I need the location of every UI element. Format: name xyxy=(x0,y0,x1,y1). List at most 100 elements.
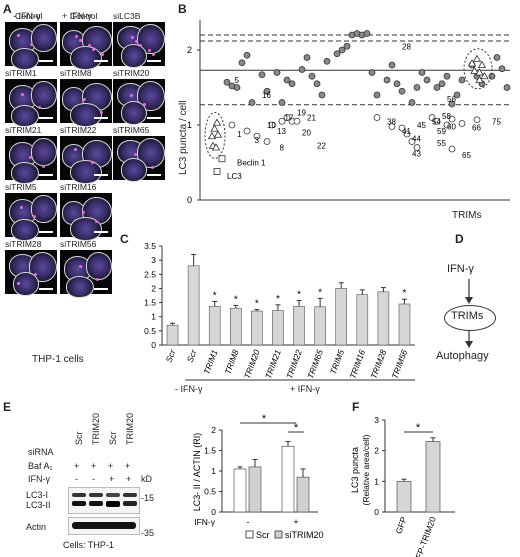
lc3-punctum xyxy=(33,215,36,218)
b-point-filled xyxy=(453,91,461,99)
b-point-label: 19 xyxy=(297,108,306,117)
cell-outline xyxy=(82,140,112,168)
b-point-filled xyxy=(233,84,241,91)
b-point-label: 43 xyxy=(412,150,421,159)
row-baf: Baf A₁ xyxy=(28,461,53,471)
b-point-filled xyxy=(393,80,401,88)
c-star: * xyxy=(276,294,280,305)
b-point-filled xyxy=(368,69,376,76)
b-point-filled xyxy=(313,80,321,88)
lc3-punctum xyxy=(92,48,95,51)
b-point-open xyxy=(283,114,291,121)
b-point-label: 20 xyxy=(302,129,311,138)
b-point-triangle xyxy=(212,118,222,126)
tile-caption: Control xyxy=(70,11,98,21)
lc3-punctum xyxy=(34,273,37,276)
b-point-triangle xyxy=(475,68,484,76)
b-point-filled xyxy=(363,30,371,37)
scale-bar xyxy=(94,231,108,233)
e-ifn-mark: + xyxy=(293,517,298,527)
tile-caption: siTRIM20 xyxy=(113,68,150,78)
panel-label-b: B xyxy=(178,2,187,16)
b-point-label: Beclin 1 xyxy=(237,159,266,168)
scale-bar xyxy=(94,288,108,290)
e-ifn-axis-label: IFN-γ xyxy=(194,517,216,527)
lc3-punctum xyxy=(101,53,104,56)
lc3-punctum xyxy=(130,94,133,97)
scale-bar xyxy=(94,174,108,176)
blot-ifn-value: - xyxy=(75,474,78,484)
b-point-label: 75 xyxy=(492,117,501,126)
micrograph-tile: siTRIM8 xyxy=(60,68,112,127)
b-point-label: 10 xyxy=(267,121,276,130)
e-y-tick-label: 1.5 xyxy=(204,446,216,456)
b-point-filled xyxy=(343,42,351,50)
e-star: * xyxy=(294,422,299,434)
scale-bar xyxy=(39,288,53,290)
panel-c-plus-label: + IFN-γ xyxy=(290,384,320,394)
b-point-label: 66 xyxy=(472,123,481,132)
lc3-punctum xyxy=(131,36,134,39)
b-point-filled xyxy=(498,65,506,73)
b-point-filled xyxy=(263,87,271,95)
cell-outline xyxy=(66,276,94,298)
e-y-tick-label: 0.5 xyxy=(204,487,216,497)
band-lc3-ii: LC3-II xyxy=(26,500,51,510)
marker-15: -15 xyxy=(141,493,155,503)
scale-bar xyxy=(39,174,53,176)
b-point-label: 21 xyxy=(307,114,316,123)
micrograph-tile: siTRIM16 xyxy=(60,182,112,241)
panel-a-footer: THP-1 cells xyxy=(32,354,84,365)
b-point-label: 65 xyxy=(462,151,471,160)
b-point-filled xyxy=(408,99,416,106)
b-point-filled xyxy=(443,72,451,80)
panel-c-minus-label: - IFN-γ xyxy=(175,384,203,394)
b-point-open xyxy=(428,114,436,121)
row-sirna: siRNA xyxy=(28,447,54,457)
b-cluster-oval xyxy=(204,112,226,159)
b-point-filled xyxy=(283,76,291,84)
e-legend-swatch xyxy=(245,530,254,539)
lc3-punctum xyxy=(139,44,142,47)
tile-caption: siTRIM21 xyxy=(5,125,42,135)
scale-bar xyxy=(39,60,53,62)
b-point-triangle xyxy=(211,143,221,151)
b-point-label: 28 xyxy=(402,42,411,51)
c-x-tick-label: Scr xyxy=(185,347,199,364)
blot-ifn-value: - xyxy=(92,474,95,484)
b-point-filled xyxy=(318,91,326,99)
b-point-open xyxy=(293,117,301,125)
c-star: * xyxy=(403,288,407,299)
tile-caption: siTRIM1 xyxy=(5,68,37,78)
b-point-open xyxy=(278,117,286,125)
lc3-punctum xyxy=(143,103,146,106)
panel-b-xlabel: TRIMs xyxy=(452,210,482,221)
b-point-triangle xyxy=(477,60,487,68)
e-y-tick-label: 2 xyxy=(211,425,216,435)
lc3-punctum xyxy=(88,44,91,47)
panel-label-c: C xyxy=(120,232,129,246)
b-point-triangle xyxy=(213,130,223,138)
b-point-triangle xyxy=(207,131,217,140)
c-y-tick-label: 2.5 xyxy=(144,269,156,279)
lc3-punctum xyxy=(75,35,78,38)
micrograph-tile: siTRIM28 xyxy=(5,239,57,296)
b-point-open xyxy=(268,121,276,129)
b-point-open xyxy=(373,114,381,121)
b-point-label: 44 xyxy=(412,135,421,144)
lc3-punctum xyxy=(151,166,154,169)
b-point-triangle xyxy=(475,75,484,83)
micrograph-tile: Control xyxy=(60,11,112,70)
scale-bar xyxy=(147,117,161,119)
b-point-filled xyxy=(388,61,396,69)
panel-label-f: F xyxy=(352,400,360,414)
tile-caption: siTRIM8 xyxy=(60,68,92,78)
c-x-tick-label: Scr xyxy=(164,347,178,364)
e-y-tick-label: 0 xyxy=(211,507,216,517)
b-point-label: 54 xyxy=(432,117,441,126)
b-point-label: 56 xyxy=(447,95,456,104)
e-legend-si: siTRIM20 xyxy=(285,530,324,540)
b-point-filled xyxy=(383,76,391,84)
b-point-filled xyxy=(418,69,426,76)
b-point-label: 5 xyxy=(235,76,240,85)
